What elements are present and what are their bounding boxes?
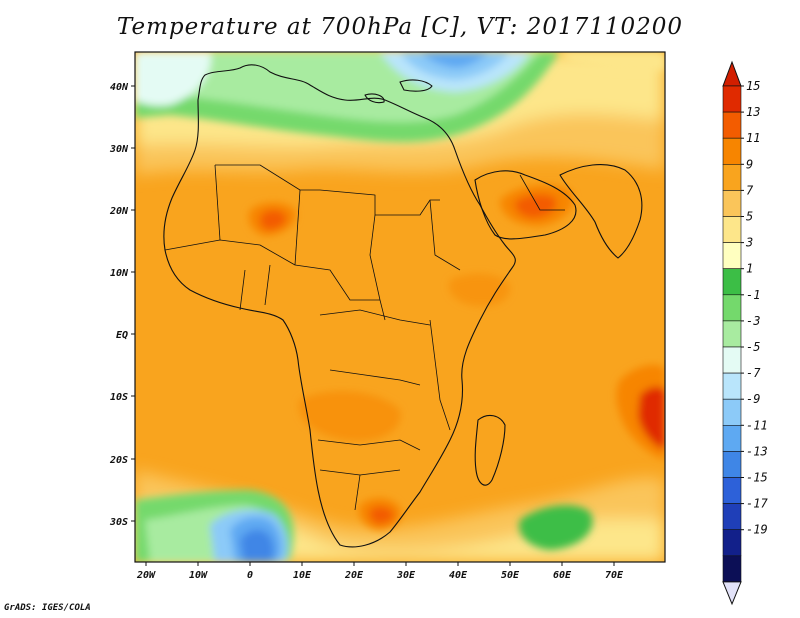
lat-label: 20N — [109, 206, 129, 217]
colorbar-segment — [722, 346, 742, 374]
colorbar-segment — [722, 503, 742, 531]
lon-label: 20W — [136, 570, 156, 581]
lon-label: 60E — [553, 570, 572, 581]
plot-frame — [134, 51, 666, 563]
latitude-axis: 40N 30N 20N 10N EQ 10S 20S 30S — [109, 82, 135, 528]
lon-label: 10E — [293, 570, 312, 581]
lat-label: 20S — [109, 455, 128, 466]
colorbar-segment — [722, 555, 742, 583]
colorbar-label: 7 — [746, 183, 754, 197]
colorbar-segment — [722, 85, 742, 113]
colorbar-segment — [722, 424, 742, 452]
colorbar-label: 15 — [746, 79, 760, 93]
colorbar-segment — [722, 242, 742, 270]
map-title: Temperature at 700hPa [C], VT: 201711020… — [116, 14, 684, 40]
coastlines — [163, 64, 643, 548]
lon-label: 30E — [396, 570, 416, 581]
grads-credit: GrADS: IGES/COLA — [4, 603, 91, 613]
colorbar-segment — [722, 190, 742, 217]
colorbar-segment — [722, 268, 742, 296]
lon-label: 70E — [605, 570, 624, 581]
colorbar-segment — [722, 451, 742, 478]
colorbar: 15 13 11 9 7 5 3 1 -1 -3 -5 -7 -9 -11 -13 -15 -17 -19 — [722, 60, 768, 606]
borders — [164, 164, 565, 511]
colorbar-top-arrow — [722, 60, 742, 87]
lat-label: 40N — [110, 82, 129, 93]
colorbar-label: -5 — [746, 340, 760, 354]
colorbar-label: -19 — [746, 523, 768, 537]
lat-label: 10S — [110, 392, 128, 403]
colorbar-segment — [722, 294, 742, 322]
colorbar-label: -9 — [746, 392, 760, 406]
colorbar-label: 3 — [745, 236, 753, 250]
lon-label: 10W — [189, 570, 208, 581]
lon-label: 40E — [449, 570, 468, 581]
colorbar-bottom-arrow — [722, 581, 742, 606]
colorbar-label: -13 — [746, 444, 768, 458]
colorbar-label: 13 — [746, 105, 760, 119]
longitude-axis: 20W 10W 0 10E 20E 30E 40E 50E 60E 70E — [136, 562, 624, 581]
colorbar-label: -1 — [746, 288, 760, 302]
colorbar-label: 1 — [746, 262, 753, 276]
colorbar-segment — [722, 398, 742, 426]
colorbar-label: -11 — [746, 418, 768, 432]
temperature-field — [135, 52, 665, 562]
lon-label: 0 — [247, 570, 253, 581]
colorbar-label: 5 — [746, 210, 753, 224]
colorbar-label: -15 — [746, 471, 768, 485]
colorbar-segment — [722, 216, 742, 243]
lat-label: 10N — [110, 268, 129, 279]
colorbar-segment — [722, 477, 742, 504]
colorbar-label: -7 — [746, 366, 761, 380]
colorbar-segment — [722, 372, 742, 400]
colorbar-segment — [722, 320, 742, 348]
colorbar-label: -3 — [746, 314, 760, 328]
lon-label: 20E — [344, 570, 364, 581]
lat-label: EQ — [116, 330, 128, 341]
colorbar-segment — [722, 164, 742, 191]
colorbar-segment — [722, 529, 742, 557]
colorbar-segment — [722, 111, 742, 139]
colorbar-label: 11 — [746, 131, 760, 145]
lat-label: 30S — [109, 517, 128, 528]
colorbar-label: 9 — [746, 157, 753, 171]
colorbar-label: -17 — [746, 497, 768, 511]
lon-label: 50E — [501, 570, 520, 581]
lat-label: 30N — [109, 144, 129, 155]
colorbar-segment — [722, 137, 742, 165]
